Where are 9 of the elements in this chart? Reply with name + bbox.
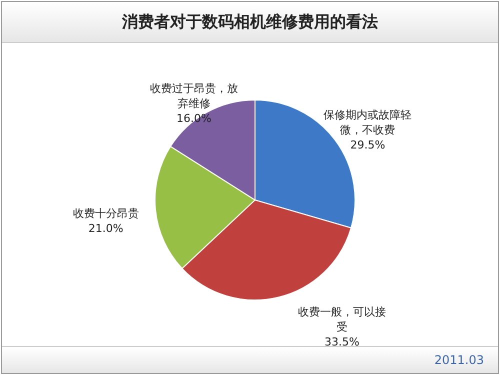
text: 2011.03	[434, 353, 484, 367]
slice-label: 收费十分昂贵	[72, 207, 139, 220]
data-label: 33.5%	[324, 335, 360, 348]
slice-label: 收费过于昂贵，放弃维修	[150, 82, 238, 110]
data-label: 21.0%	[88, 222, 124, 236]
slice-label: 保修期内或故障轻微，不收费	[324, 108, 412, 136]
slice-label: 收费一般，可以接受	[298, 305, 386, 334]
data-label: 29.5%	[350, 138, 386, 152]
chart-title: 消费者对于数码相机维修费用的看法	[2, 2, 498, 43]
